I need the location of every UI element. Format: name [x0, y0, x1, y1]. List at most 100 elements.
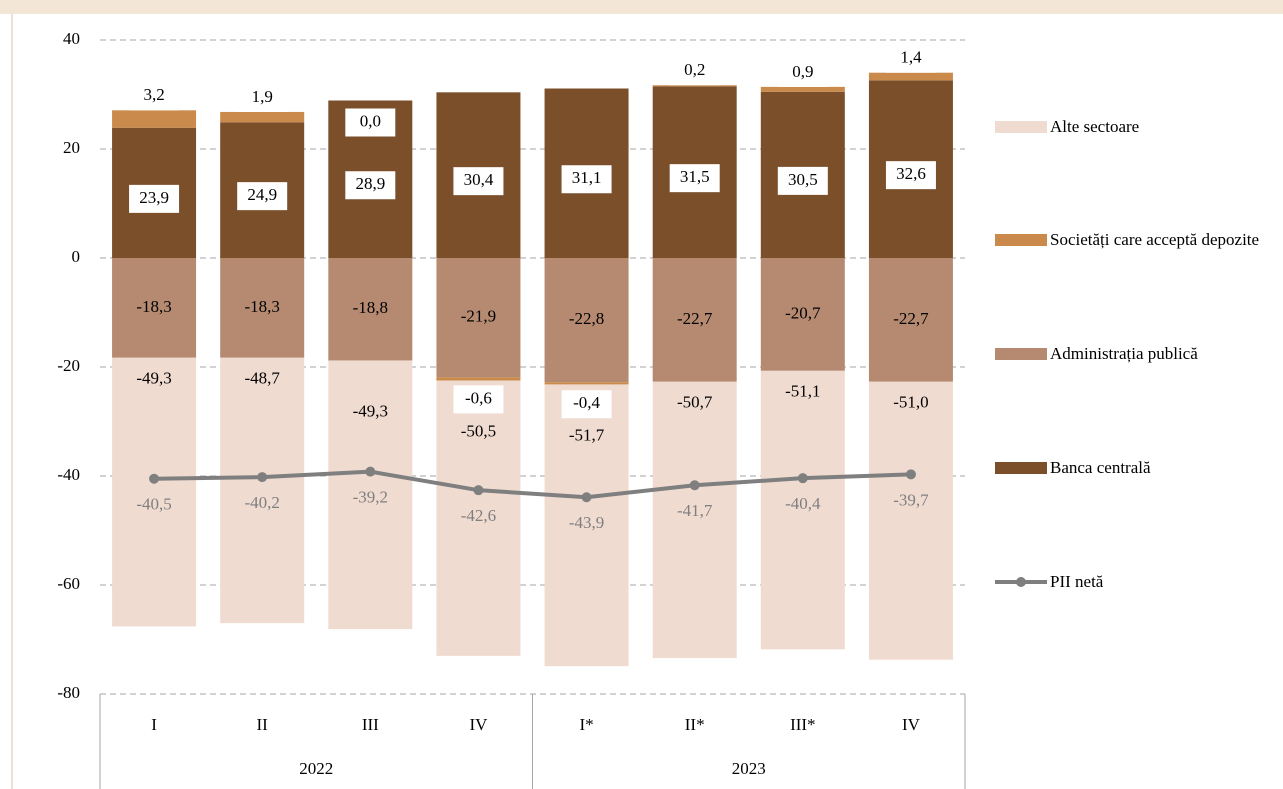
line-point — [365, 466, 376, 477]
y-tick-label: -80 — [57, 683, 80, 702]
legend-label: Alte sectoare — [1050, 117, 1140, 136]
bar-segment — [220, 111, 305, 123]
data-label: -22,8 — [569, 309, 604, 328]
label-box — [885, 161, 936, 190]
data-label: 0,0 — [360, 111, 381, 130]
line-label: -40,4 — [785, 494, 821, 513]
legend-swatch — [995, 348, 1047, 360]
label-box — [237, 182, 288, 211]
data-label: 30,4 — [464, 170, 494, 189]
top-band — [0, 0, 1283, 14]
bar-segment — [652, 258, 737, 382]
legend-swatch — [995, 234, 1047, 246]
data-label: -51,7 — [569, 425, 605, 444]
bar-segment — [544, 384, 629, 667]
data-label: 1,9 — [252, 87, 273, 106]
label-box — [777, 58, 828, 87]
bar-segment — [868, 258, 953, 382]
bar-segment — [112, 357, 197, 627]
legend-label: PII netă — [1050, 572, 1104, 591]
data-label: 31,5 — [680, 167, 710, 186]
data-label: -51,0 — [893, 393, 928, 412]
data-label: 30,5 — [788, 170, 818, 189]
label-box — [885, 44, 936, 73]
bar-segment — [112, 258, 197, 358]
label-box — [237, 83, 288, 112]
line-label: -41,7 — [677, 501, 713, 520]
legend-label: Societăți care acceptă depozite — [1050, 230, 1260, 249]
data-label: -49,3 — [136, 369, 171, 388]
y-tick-label: 0 — [72, 247, 81, 266]
line-point — [149, 473, 160, 484]
data-label: -0,4 — [573, 393, 600, 412]
line-label: -43,9 — [569, 513, 604, 532]
bar-segment — [760, 86, 845, 92]
label-box — [453, 385, 504, 414]
legend-swatch — [995, 121, 1047, 133]
line-point — [581, 492, 592, 503]
bar-segment — [436, 258, 521, 378]
data-label: 23,9 — [139, 188, 169, 207]
legend-swatch — [995, 462, 1047, 474]
x-tick-label: III — [362, 715, 379, 734]
bar-segment — [868, 381, 953, 660]
line-point — [257, 472, 268, 483]
bar-segment — [544, 382, 629, 385]
label-box — [129, 82, 180, 111]
x-tick-label: II — [257, 715, 269, 734]
data-label: 28,9 — [355, 174, 385, 193]
data-label: -22,7 — [893, 309, 929, 328]
line-label: -42,6 — [461, 506, 496, 525]
data-label: -50,5 — [461, 422, 496, 441]
bar-segment — [328, 258, 413, 361]
line-label: -39,2 — [353, 488, 388, 507]
data-label: -22,7 — [677, 309, 713, 328]
data-label: -18,3 — [244, 297, 279, 316]
y-tick-label: 40 — [63, 29, 80, 48]
bar-segment — [652, 381, 737, 659]
bar-segment — [220, 357, 305, 624]
x-tick-label: II* — [685, 715, 705, 734]
bar-segment — [868, 72, 953, 81]
data-label: -51,1 — [785, 382, 820, 401]
bar-segment — [652, 85, 737, 87]
label-box — [669, 164, 720, 193]
legend-swatch — [1016, 577, 1026, 587]
label-box — [669, 57, 720, 86]
data-label: 31,1 — [572, 168, 602, 187]
line-point — [689, 480, 700, 491]
label-box — [561, 165, 612, 194]
label-box — [345, 108, 396, 137]
data-label: -48,7 — [244, 369, 280, 388]
data-label: 24,9 — [247, 185, 277, 204]
y-tick-label: -60 — [57, 574, 80, 593]
data-label: 0,2 — [684, 60, 705, 79]
bar-segment — [544, 258, 629, 383]
bar-segment — [760, 258, 845, 371]
line-label: -40,2 — [244, 493, 279, 512]
line-point — [473, 485, 484, 496]
legend-label: Administrația publică — [1050, 344, 1198, 363]
y-tick-label: 20 — [63, 138, 80, 157]
line-point — [797, 473, 808, 484]
y-tick-label: -20 — [57, 356, 80, 375]
line-label: -39,7 — [893, 490, 929, 509]
bar-segment — [112, 110, 197, 128]
bar-segment — [328, 360, 413, 630]
data-label: -20,7 — [785, 303, 821, 322]
x-tick-label: IV — [902, 715, 921, 734]
line-label: -40,5 — [136, 495, 171, 514]
x-tick-label: III* — [790, 715, 815, 734]
bar-segment — [760, 370, 845, 650]
label-box — [561, 390, 612, 419]
data-label: -21,9 — [461, 307, 496, 326]
line-point — [905, 469, 916, 480]
bar-segment — [220, 258, 305, 358]
year-label: 2022 — [299, 759, 333, 778]
data-label: 0,9 — [792, 62, 813, 81]
label-box — [453, 167, 504, 196]
data-label: -0,6 — [465, 388, 492, 407]
data-label: 3,2 — [143, 85, 164, 104]
